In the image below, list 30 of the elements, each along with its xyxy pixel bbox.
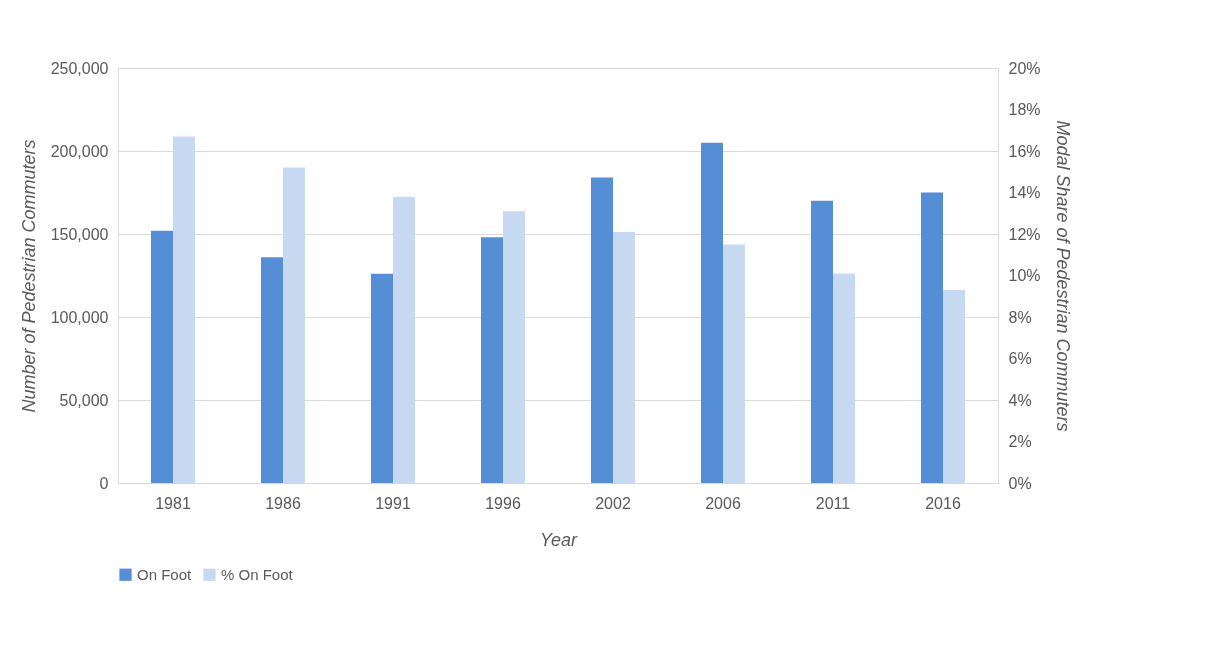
y2-tick-label: 8% <box>1008 308 1032 326</box>
y2-tick-label: 12% <box>1008 225 1041 243</box>
legend-label: On Foot <box>137 565 193 583</box>
x-tick-label: 1981 <box>155 494 191 512</box>
y2-axis-title: Modal Share of Pedestrian Commuters <box>1052 120 1073 432</box>
y2-tick-label: 2% <box>1008 433 1032 450</box>
y2-tick-label: 0% <box>1008 474 1032 492</box>
y-axis-title: Number of Pedestrian Commuters <box>18 139 39 413</box>
x-axis-title: Year <box>539 529 579 550</box>
legend-label: % On Foot <box>221 565 294 583</box>
y2-tick-label: 16% <box>1008 142 1041 160</box>
x-tick-label: 1991 <box>375 494 411 512</box>
x-tick-label: 2006 <box>705 494 741 512</box>
x-tick-label: 2002 <box>595 494 631 512</box>
x-tick-label: 1996 <box>485 494 521 512</box>
y-tick-label: 50,000 <box>59 391 109 409</box>
y-tick-label: 200,000 <box>50 142 109 160</box>
y-tick-label: 250,000 <box>50 59 109 77</box>
y2-tick-label: 18% <box>1008 101 1041 118</box>
y-tick-label: 0 <box>99 474 109 492</box>
y2-tick-label: 14% <box>1008 184 1041 201</box>
y-tick-label: 100,000 <box>50 308 109 326</box>
y-tick-label: 150,000 <box>50 225 109 243</box>
y2-tick-label: 10% <box>1008 267 1041 284</box>
y2-tick-label: 20% <box>1008 59 1041 77</box>
x-tick-label: 2011 <box>815 494 851 512</box>
x-tick-label: 1986 <box>265 494 301 512</box>
y2-tick-label: 6% <box>1008 350 1032 367</box>
y2-tick-label: 4% <box>1008 391 1032 409</box>
x-tick-label: 2016 <box>925 494 961 512</box>
